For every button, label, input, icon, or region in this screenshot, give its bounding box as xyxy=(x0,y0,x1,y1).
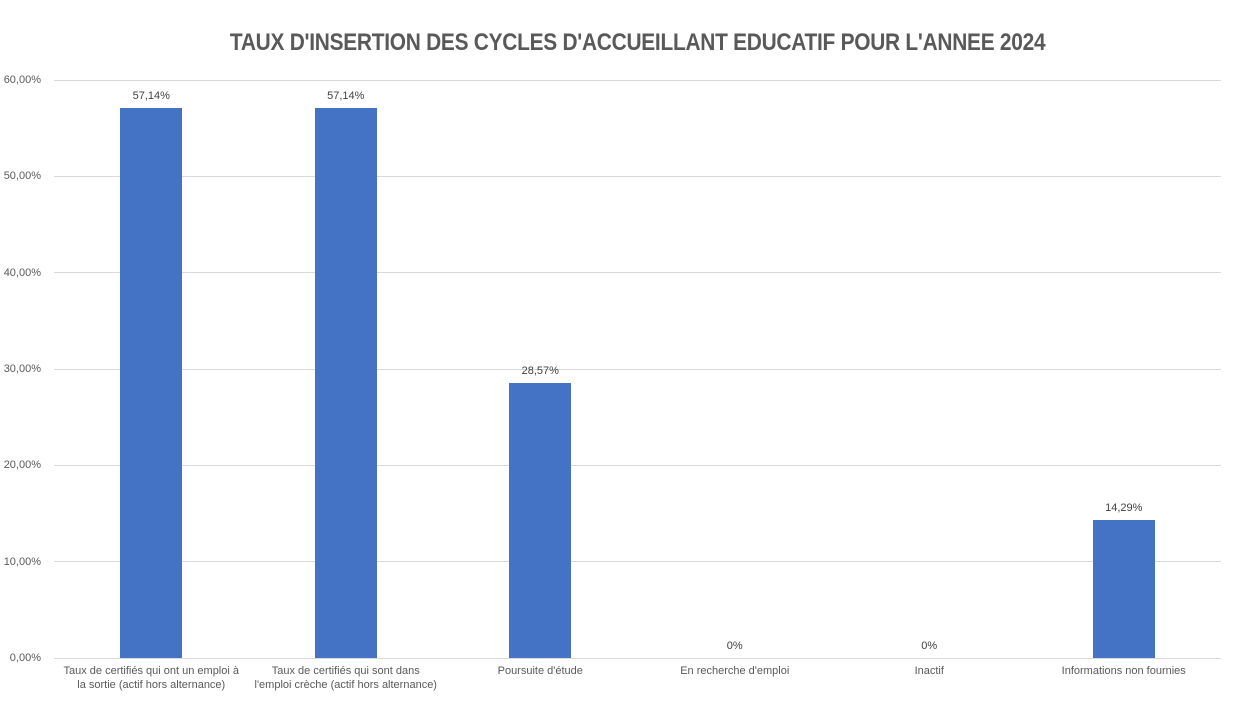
bar xyxy=(120,107,183,658)
gridline xyxy=(54,561,1221,563)
y-axis-tick-label: 20,00% xyxy=(3,459,41,472)
y-axis: 0,00% 10,00% 20,00% 30,00% 40,00% 50,00% 60,00… xyxy=(0,74,46,664)
category-label: Taux de certifiés qui sont dans l'emploi… xyxy=(254,665,437,691)
gridline xyxy=(54,79,1221,81)
gridline xyxy=(54,368,1221,370)
chart-title-text: TAUX D'INSERTION DES CYCLES D'ACCUEILLAN… xyxy=(229,29,1046,56)
y-axis-tick-label: 30,00% xyxy=(3,363,41,375)
y-axis-tick-label: 60,00% xyxy=(3,74,41,86)
bar-slot: 28,57% xyxy=(443,80,638,658)
gridline xyxy=(54,272,1221,274)
bar-slot: 57,14% xyxy=(249,80,444,658)
bar-value-label: 0% xyxy=(921,640,938,652)
bar-value-label: 57,14% xyxy=(327,89,365,102)
gridline xyxy=(54,657,1221,659)
bar-value-label: 28,57% xyxy=(521,364,559,377)
y-axis-tick-label: 50,00% xyxy=(3,170,41,183)
bar-value-label: 57,14% xyxy=(132,89,170,102)
chart-title: TAUX D'INSERTION DES CYCLES D'ACCUEILLAN… xyxy=(54,29,1221,57)
gridlines xyxy=(54,79,1221,659)
gridline xyxy=(54,464,1221,466)
plot-area: 57,14% 57,14% 28,57% 0% 0% 14,29% xyxy=(54,79,1221,659)
category-label: En recherche d'emploi xyxy=(680,665,790,677)
category-label: Inactif xyxy=(914,665,944,677)
category-axis: Taux de certifiés qui ont un emploi à la… xyxy=(54,664,1221,692)
bar-value-label: 14,29% xyxy=(1105,502,1143,515)
category-label: Taux de certifiés qui ont un emploi à la… xyxy=(63,665,240,691)
bar-slot: 0% xyxy=(832,80,1027,658)
y-axis-tick-label: 0,00% xyxy=(9,652,41,664)
bar xyxy=(314,107,377,658)
category-label: Informations non fournies xyxy=(1061,665,1186,677)
bar-slot: 14,29% xyxy=(1027,80,1222,658)
y-axis-tick-label: 10,00% xyxy=(3,555,41,568)
gridline xyxy=(54,175,1221,177)
category-label: Poursuite d'étude xyxy=(497,665,583,677)
bar-value-label: 0% xyxy=(726,640,743,652)
y-axis-tick-label: 40,00% xyxy=(3,266,41,279)
bars-row: 57,14% 57,14% 28,57% 0% 0% 14,29% xyxy=(54,80,1221,658)
bar xyxy=(509,382,572,658)
bar-slot: 0% xyxy=(638,80,833,658)
bar-slot: 57,14% xyxy=(54,80,249,658)
bar xyxy=(1092,520,1155,658)
